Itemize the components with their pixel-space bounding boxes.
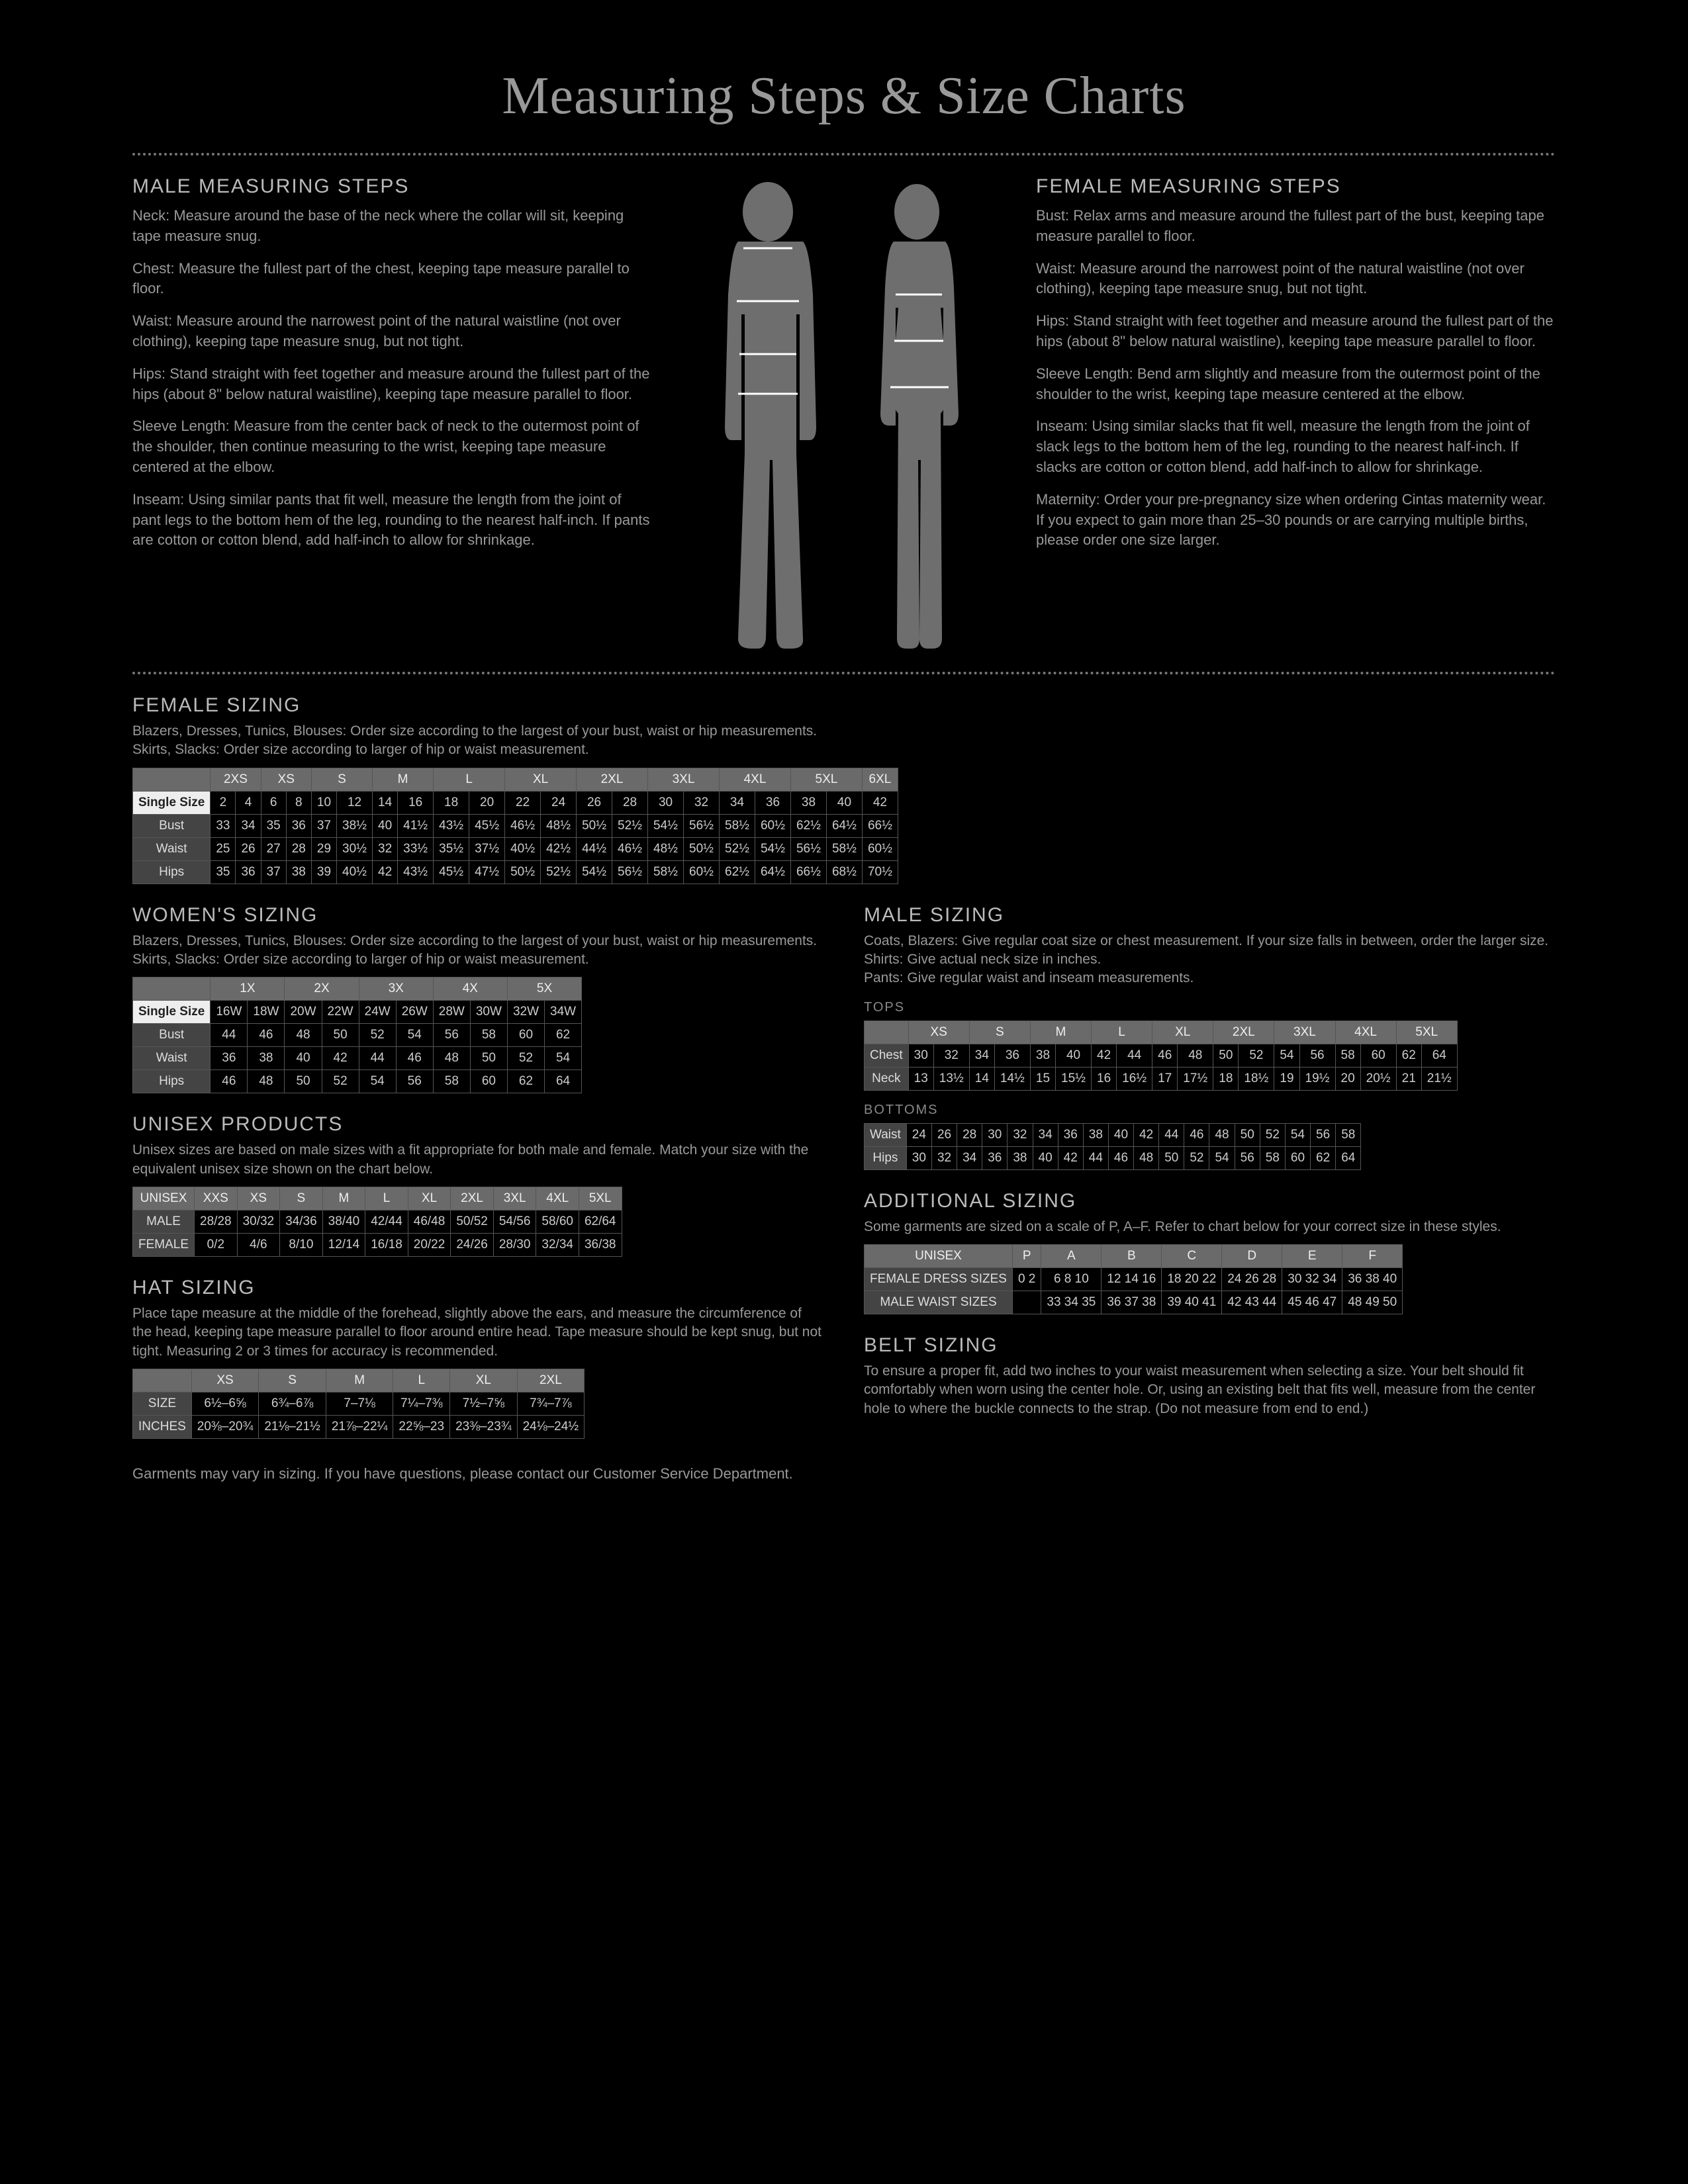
measuring-steps-section: MALE MEASURING STEPS Neck: Measure aroun… — [132, 175, 1556, 652]
belt-heading: BELT SIZING — [864, 1334, 1556, 1357]
hat-heading: HAT SIZING — [132, 1277, 824, 1299]
male-steps-heading: MALE MEASURING STEPS — [132, 175, 652, 198]
measuring-step: Inseam: Using similar pants that fit wel… — [132, 490, 652, 551]
womens-sizing-heading: WOMEN'S SIZING — [132, 904, 824, 927]
male-tops-table: XSSMLXL2XL3XL4XL5XLChest3032343638404244… — [864, 1021, 1458, 1091]
footer-note: Garments may vary in sizing. If you have… — [132, 1465, 1556, 1482]
womens-sizing-desc: Blazers, Dresses, Tunics, Blouses: Order… — [132, 932, 824, 970]
measuring-step: Inseam: Using similar slacks that fit we… — [1036, 416, 1556, 477]
female-sizing-heading: FEMALE SIZING — [132, 694, 1556, 717]
measuring-step: Sleeve Length: Measure from the center b… — [132, 416, 652, 477]
unisex-heading: UNISEX PRODUCTS — [132, 1113, 824, 1136]
additional-desc: Some garments are sized on a scale of P,… — [864, 1218, 1556, 1236]
measuring-step: Chest: Measure the fullest part of the c… — [132, 259, 652, 300]
belt-desc: To ensure a proper fit, add two inches t… — [864, 1362, 1556, 1418]
male-sizing-heading: MALE SIZING — [864, 904, 1556, 927]
female-sizing-table: 2XSXSSMLXL2XL3XL4XL5XL6XLSingle Size2468… — [132, 768, 898, 884]
womens-sizing-table: 1X2X3X4X5XSingle Size16W18W20W22W24W26W2… — [132, 977, 582, 1093]
additional-table: UNISEXPABCDEFFEMALE DRESS SIZES0 26 8 10… — [864, 1244, 1403, 1314]
measuring-step: Neck: Measure around the base of the nec… — [132, 206, 652, 247]
page-title: Measuring Steps & Size Charts — [132, 66, 1556, 126]
unisex-desc: Unisex sizes are based on male sizes wit… — [132, 1141, 824, 1179]
unisex-table: UNISEXXXSXSSMLXL2XL3XL4XL5XLMALE28/2830/… — [132, 1187, 622, 1257]
female-sizing-desc: Blazers, Dresses, Tunics, Blouses: Order… — [132, 722, 1556, 760]
tops-label: TOPS — [864, 1000, 1556, 1015]
male-bottoms-table: Waist24262830323436384042444648505254565… — [864, 1123, 1361, 1170]
body-figures — [679, 175, 1009, 652]
measuring-step: Sleeve Length: Bend arm slightly and mea… — [1036, 364, 1556, 405]
measuring-step: Hips: Stand straight with feet together … — [1036, 311, 1556, 352]
measuring-step: Bust: Relax arms and measure around the … — [1036, 206, 1556, 247]
measuring-step: Waist: Measure around the narrowest poin… — [1036, 259, 1556, 300]
hat-desc: Place tape measure at the middle of the … — [132, 1304, 824, 1361]
divider — [132, 153, 1556, 156]
divider — [132, 672, 1556, 674]
hat-table: XSSMLXL2XLSIZE6½–6⅝6¾–6⅞7–7⅛7¼–7⅜7½–7⅝7¾… — [132, 1369, 585, 1439]
bottoms-label: BOTTOMS — [864, 1103, 1556, 1118]
female-steps-heading: FEMALE MEASURING STEPS — [1036, 175, 1556, 198]
measuring-step: Maternity: Order your pre-pregnancy size… — [1036, 490, 1556, 551]
measuring-step: Hips: Stand straight with feet together … — [132, 364, 652, 405]
additional-heading: ADDITIONAL SIZING — [864, 1190, 1556, 1212]
male-sizing-desc: Coats, Blazers: Give regular coat size o… — [864, 932, 1556, 988]
measuring-step: Waist: Measure around the narrowest poin… — [132, 311, 652, 352]
